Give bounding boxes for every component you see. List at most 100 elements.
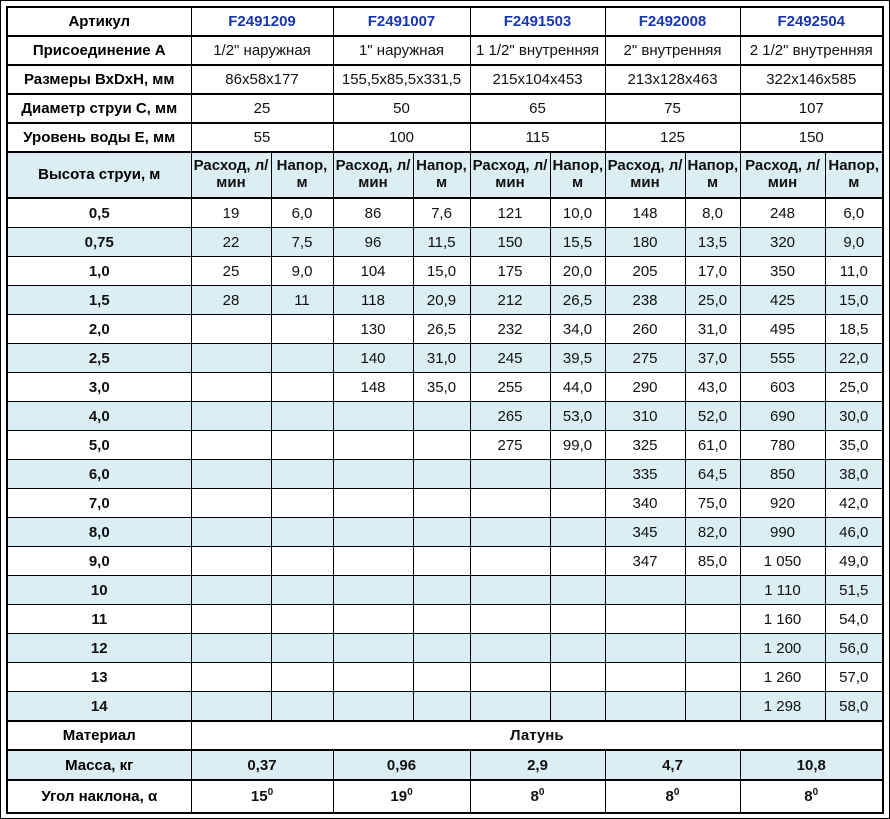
data-cell: 205 (604, 256, 686, 286)
data-cell (332, 459, 414, 489)
data-cell (469, 546, 551, 576)
water-level-cell: 100 (332, 122, 471, 153)
angle-cell: 190 (332, 779, 471, 814)
data-cell (684, 604, 741, 634)
data-cell: 56,0 (824, 633, 884, 663)
data-cell: 265 (469, 401, 551, 431)
data-cell (270, 372, 334, 402)
head-header-cell: Напор, м (824, 151, 884, 199)
article-row: Артикул F2491209 F2491007 F2491503 F2492… (6, 6, 884, 37)
data-cell: 425 (739, 285, 826, 315)
data-cell: 15,0 (824, 285, 884, 315)
data-cell: 290 (604, 372, 686, 402)
article-value-cell: F2491007 (332, 6, 471, 37)
data-cell (270, 575, 334, 605)
jet-height-cell: 8,0 (6, 517, 192, 547)
jet-height-cell: 14 (6, 691, 192, 722)
data-cell: 1 050 (739, 546, 826, 576)
data-cell (332, 575, 414, 605)
jet-height-cell: 0,5 (6, 197, 192, 228)
angle-row: Угол наклона, α 150 190 80 80 80 (6, 779, 884, 814)
data-cell: 212 (469, 285, 551, 315)
data-cell (549, 459, 606, 489)
data-cell (190, 430, 272, 460)
jet-row: 1,5 28 11 118 20,9 212 26,5 238 25,0 425 15,0 (6, 285, 884, 315)
jet-height-header-cell: Высота струи, м (6, 151, 192, 199)
jet-height-cell: 6,0 (6, 459, 192, 489)
dimensions-cell: 86х58х177 (190, 64, 334, 95)
data-cell (270, 314, 334, 344)
data-cell (604, 604, 686, 634)
data-cell: 35,0 (824, 430, 884, 460)
data-cell: 232 (469, 314, 551, 344)
material-label-cell: Материал (6, 720, 192, 751)
data-cell: 22 (190, 227, 272, 257)
data-cell (412, 662, 471, 692)
data-cell: 51,5 (824, 575, 884, 605)
data-cell: 96 (332, 227, 414, 257)
data-cell (684, 662, 741, 692)
jet-height-cell: 12 (6, 633, 192, 663)
data-cell: 11,5 (412, 227, 471, 257)
spec-table: Артикул F2491209 F2491007 F2491503 F2492… (6, 6, 884, 814)
data-cell (270, 430, 334, 460)
jet-row: 9,0 347 85,0 1 050 49,0 (6, 546, 884, 576)
data-cell: 180 (604, 227, 686, 257)
jet-height-cell: 7,0 (6, 488, 192, 518)
connection-cell: 1" наружная (332, 35, 471, 66)
data-cell: 1 200 (739, 633, 826, 663)
jet-row: 13 1 260 57,0 (6, 662, 884, 692)
mass-row: Масса, кг 0,37 0,96 2,9 4,7 10,8 (6, 749, 884, 781)
data-cell (270, 401, 334, 431)
connection-cell: 2" внутренняя (604, 35, 741, 66)
data-cell: 347 (604, 546, 686, 576)
data-cell (190, 517, 272, 547)
data-cell: 57,0 (824, 662, 884, 692)
data-cell: 140 (332, 343, 414, 373)
jet-height-cell: 1,0 (6, 256, 192, 286)
jet-row: 12 1 200 56,0 (6, 633, 884, 663)
data-cell (549, 488, 606, 518)
data-cell: 20,9 (412, 285, 471, 315)
data-cell (549, 546, 606, 576)
data-cell: 245 (469, 343, 551, 373)
data-cell: 19 (190, 197, 272, 228)
data-cell (270, 662, 334, 692)
data-cell (190, 662, 272, 692)
data-cell (412, 691, 471, 722)
data-cell: 7,6 (412, 197, 471, 228)
data-cell (604, 691, 686, 722)
data-cell (549, 633, 606, 663)
data-cell: 20,0 (549, 256, 606, 286)
data-cell: 64,5 (684, 459, 741, 489)
data-cell: 260 (604, 314, 686, 344)
connection-cell: 2 1/2" внутренняя (739, 35, 884, 66)
jet-diameter-cell: 50 (332, 93, 471, 124)
data-cell: 7,5 (270, 227, 334, 257)
data-cell (190, 459, 272, 489)
data-cell (469, 488, 551, 518)
data-cell (332, 488, 414, 518)
data-cell: 275 (469, 430, 551, 460)
data-cell (332, 604, 414, 634)
data-cell: 30,0 (824, 401, 884, 431)
data-cell: 990 (739, 517, 826, 547)
data-cell: 104 (332, 256, 414, 286)
data-cell (412, 488, 471, 518)
jet-height-cell: 0,75 (6, 227, 192, 257)
jet-row: 2,5 140 31,0 245 39,5 275 37,0 555 22,0 (6, 343, 884, 373)
jet-row: 1,0 25 9,0 104 15,0 175 20,0 205 17,0 350 11,0 (6, 256, 884, 286)
article-value-cell: F2492504 (739, 6, 884, 37)
data-cell (190, 604, 272, 634)
data-cell: 25 (190, 256, 272, 286)
data-cell (604, 662, 686, 692)
data-cell (412, 575, 471, 605)
mass-cell: 0,96 (332, 749, 471, 781)
data-cell: 49,0 (824, 546, 884, 576)
data-cell (412, 517, 471, 547)
data-cell: 850 (739, 459, 826, 489)
data-cell (270, 488, 334, 518)
data-cell (412, 401, 471, 431)
data-cell: 11 (270, 285, 334, 315)
jet-row: 7,0 340 75,0 920 42,0 (6, 488, 884, 518)
